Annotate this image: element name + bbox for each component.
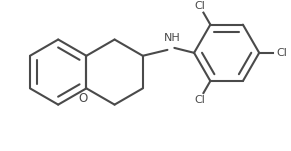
- Text: Cl: Cl: [276, 48, 287, 58]
- Text: Cl: Cl: [194, 95, 205, 105]
- Text: NH: NH: [164, 33, 181, 43]
- Text: Cl: Cl: [194, 1, 205, 11]
- Text: O: O: [79, 92, 88, 105]
